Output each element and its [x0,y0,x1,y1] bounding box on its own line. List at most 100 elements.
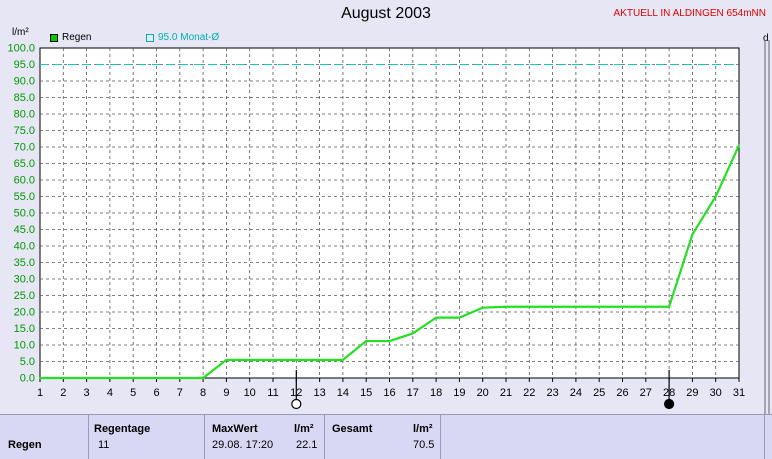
data-point [365,340,368,342]
x-tick-label: 23 [546,387,558,399]
y-tick-label: 45.0 [14,224,35,236]
chart-title: August 2003 [341,5,431,22]
data-point [155,377,158,379]
x-tick-label: 8 [200,387,206,399]
y-tick-label: 30.0 [14,274,35,286]
x-tick-label: 29 [686,387,698,399]
x-tick-label: 31 [733,387,745,399]
data-point [109,377,111,379]
data-point [528,305,531,308]
x-tick-label: 3 [84,387,90,399]
data-point [691,233,694,236]
stats-maxwert-cell [204,415,325,459]
data-point [458,316,461,319]
data-point [645,305,647,308]
y-tick-label: 15.0 [14,323,35,335]
y-axis-unit: l/m² [12,27,29,38]
full-moon-icon [291,398,302,410]
y-tick-label: 50.0 [14,208,35,220]
y-tick-label: 0.0 [20,373,35,385]
x-tick-label: 22 [523,387,535,399]
new-moon-icon [663,398,675,410]
x-tick-label: 26 [616,387,628,399]
x-tick-label: 7 [177,387,183,399]
gesamt-value: 70.5 [413,439,435,451]
data-point [388,340,391,342]
data-point [132,377,134,379]
data-point [481,306,484,309]
stats-regentage-cell [88,415,205,459]
data-point [295,359,298,361]
y-tick-label: 10.0 [14,340,35,352]
data-point [202,377,204,379]
station-label: AKTUELL IN ALDINGEN 654mNN [613,8,766,19]
x-tick-label: 15 [360,387,372,399]
maxwert-time: 29.08. 17:20 [212,439,274,451]
stats-edge-cell [764,415,772,459]
data-point [598,305,600,308]
legend-regen-swatch [50,33,58,42]
data-point [412,332,414,335]
x-tick-label: 19 [453,387,465,399]
data-point [505,305,507,308]
y-tick-label: 40.0 [14,241,35,253]
x-tick-label: 11 [267,387,278,399]
x-tick-label: 9 [223,387,229,399]
x-tick-label: 17 [407,387,419,399]
x-tick-label: 18 [430,387,442,399]
data-point [318,359,321,361]
legend-regen-label: Regen [62,32,92,43]
y-tick-label: 80.0 [14,109,35,121]
y-tick-label: 70.0 [14,142,35,154]
legend-regen[interactable]: Regen [50,32,91,43]
y-tick-label: 75.0 [14,125,35,137]
x-tick-label: 27 [640,387,652,399]
y-tick-label: 55.0 [14,191,35,203]
right-axis-unit: d [763,33,769,44]
data-point [435,316,437,319]
y-tick-label: 95.0 [14,59,35,71]
x-tick-label: 10 [244,387,256,399]
rain-chart: 0.0 5.0 10.0 15.0 20.0 25.0 30.0 35.0 40.0 45.0 50… [7,40,770,414]
x-tick-label: 30 [710,387,722,399]
x-tick-label: 25 [593,387,605,399]
x-tick-label: 21 [500,387,512,399]
y-tick-label: 5.0 [20,356,35,368]
gesamt-unit: l/m² [413,423,433,435]
x-tick-label: 6 [153,387,159,399]
x-tick-label: 24 [570,387,582,399]
y-tick-label: 85.0 [14,92,35,104]
data-point [342,359,344,361]
stats-row-label: Regen [8,439,42,451]
regentage-value: 11 [98,439,110,451]
data-point [248,359,251,361]
data-point [179,377,181,379]
legend-monthly-average-label: 95.0 Monat-Ø [158,32,220,43]
maxwert-header: MaxWert [212,423,258,435]
y-tick-label: 20.0 [14,307,35,319]
stats-empty-cell [440,415,765,459]
y-tick-label: 35.0 [14,257,35,269]
data-point [714,195,717,198]
y-tick-label: 90.0 [14,76,35,88]
x-tick-label: 20 [477,387,489,399]
data-point [738,144,740,147]
x-tick-label: 16 [383,387,395,399]
data-point [85,377,88,379]
data-point [272,359,274,361]
y-tick-label: 25.0 [14,290,35,302]
x-tick-label: 13 [313,387,325,399]
x-tick-label: 1 [37,387,43,399]
stats-gesamt-cell [324,415,441,459]
x-tick-label: 5 [130,387,136,399]
maxwert-value: 22.1 [296,439,318,451]
data-point [225,359,228,361]
maxwert-unit: l/m² [294,423,314,435]
gesamt-header: Gesamt [332,423,373,435]
data-point [62,377,65,379]
y-tick-label: 65.0 [14,158,35,170]
data-point [551,305,554,308]
stats-panel: Regen Regentage 11 MaxWert l/m² 29.08. 1… [0,414,772,459]
legend-monthly-average[interactable]: 95.0 Monat-Ø [146,32,219,43]
regentage-header: Regentage [94,423,151,435]
